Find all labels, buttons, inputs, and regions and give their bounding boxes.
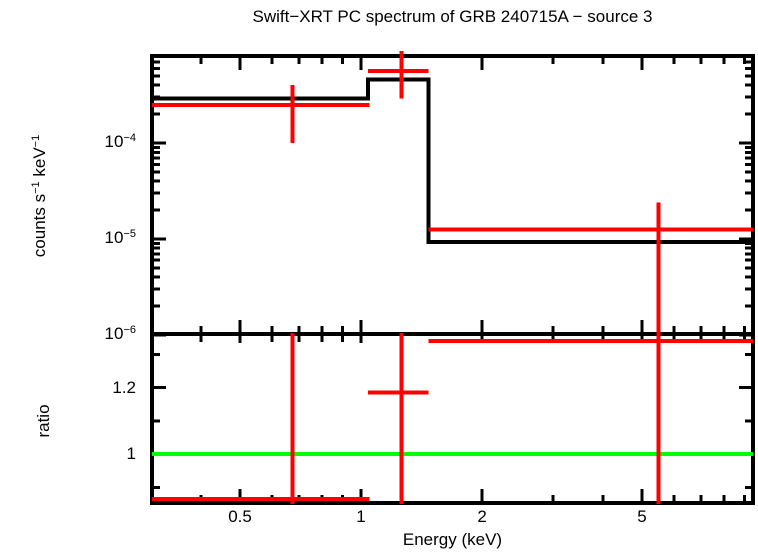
x-tick-label: 0.5: [228, 507, 252, 526]
x-tick-label: 1: [356, 507, 366, 526]
y-tick-label-counts: 10−6: [104, 323, 136, 343]
y-tick-label-counts: 10−4: [104, 131, 136, 151]
y-tick-label-ratio: 1.2: [112, 377, 136, 397]
x-tick-label: 5: [637, 507, 647, 526]
x-tick-label: 2: [477, 507, 487, 526]
y-tick-label-ratio: 1: [126, 444, 136, 464]
plot-title: Swift−XRT PC spectrum of GRB 240715A − s…: [252, 7, 653, 26]
model-step-line: [152, 77, 753, 244]
ratio-panel-frame: [150, 332, 755, 505]
x-axis-label: Energy (keV): [402, 530, 503, 549]
y-tick-label-counts: 10−5: [104, 227, 136, 247]
